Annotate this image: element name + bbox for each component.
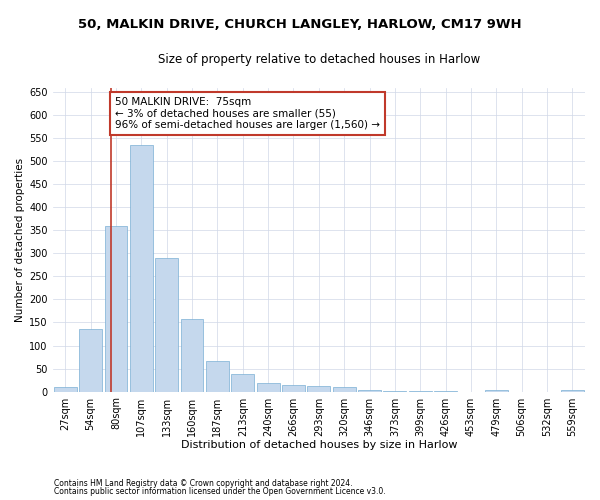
Bar	[104, 226, 127, 392]
Bar	[358, 390, 381, 392]
Bar	[561, 390, 584, 392]
Y-axis label: Number of detached properties: Number of detached properties	[15, 158, 25, 322]
Bar	[307, 386, 330, 392]
Text: Contains HM Land Registry data © Crown copyright and database right 2024.: Contains HM Land Registry data © Crown c…	[54, 478, 353, 488]
Bar	[79, 330, 102, 392]
Text: 50, MALKIN DRIVE, CHURCH LANGLEY, HARLOW, CM17 9WH: 50, MALKIN DRIVE, CHURCH LANGLEY, HARLOW…	[78, 18, 522, 30]
Text: 50 MALKIN DRIVE:  75sqm
← 3% of detached houses are smaller (55)
96% of semi-det: 50 MALKIN DRIVE: 75sqm ← 3% of detached …	[115, 96, 380, 130]
Bar	[206, 360, 229, 392]
Bar	[155, 258, 178, 392]
Bar	[54, 387, 77, 392]
Bar	[257, 384, 280, 392]
Bar	[282, 384, 305, 392]
Text: Contains public sector information licensed under the Open Government Licence v3: Contains public sector information licen…	[54, 487, 386, 496]
Title: Size of property relative to detached houses in Harlow: Size of property relative to detached ho…	[158, 52, 480, 66]
Bar	[383, 390, 406, 392]
Bar	[232, 374, 254, 392]
Bar	[130, 145, 153, 392]
Bar	[485, 390, 508, 392]
Bar	[333, 388, 356, 392]
Bar	[181, 320, 203, 392]
X-axis label: Distribution of detached houses by size in Harlow: Distribution of detached houses by size …	[181, 440, 457, 450]
Bar	[409, 390, 431, 392]
